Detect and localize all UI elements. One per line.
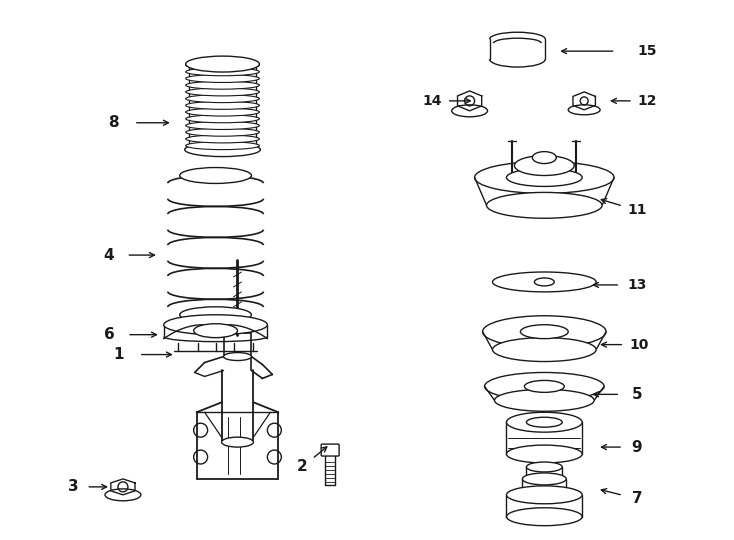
Text: 3: 3 xyxy=(68,480,79,495)
Ellipse shape xyxy=(475,161,614,193)
Text: 14: 14 xyxy=(422,94,442,108)
Ellipse shape xyxy=(186,75,259,83)
Ellipse shape xyxy=(506,486,582,504)
Text: 15: 15 xyxy=(637,44,657,58)
Ellipse shape xyxy=(532,152,556,164)
Ellipse shape xyxy=(520,325,568,339)
Text: 10: 10 xyxy=(629,338,649,352)
Text: 9: 9 xyxy=(632,440,642,455)
Ellipse shape xyxy=(506,412,582,432)
Ellipse shape xyxy=(493,338,596,361)
Ellipse shape xyxy=(506,508,582,525)
Ellipse shape xyxy=(534,278,554,286)
Ellipse shape xyxy=(506,168,582,186)
Ellipse shape xyxy=(484,373,604,400)
Ellipse shape xyxy=(186,122,259,130)
Ellipse shape xyxy=(493,272,596,292)
Ellipse shape xyxy=(185,143,261,157)
Ellipse shape xyxy=(186,128,259,136)
Ellipse shape xyxy=(186,102,259,109)
Text: 1: 1 xyxy=(114,347,124,362)
Ellipse shape xyxy=(222,437,253,447)
Text: 12: 12 xyxy=(637,94,657,108)
Ellipse shape xyxy=(105,489,141,501)
Text: 5: 5 xyxy=(632,387,642,402)
Text: 7: 7 xyxy=(632,491,642,507)
Ellipse shape xyxy=(482,316,606,348)
Ellipse shape xyxy=(180,307,252,323)
Text: 11: 11 xyxy=(628,203,647,217)
Ellipse shape xyxy=(186,88,259,96)
Ellipse shape xyxy=(568,105,600,115)
Ellipse shape xyxy=(487,192,602,218)
Ellipse shape xyxy=(164,315,267,335)
Text: 4: 4 xyxy=(103,247,115,262)
Ellipse shape xyxy=(186,68,259,76)
Ellipse shape xyxy=(186,81,259,89)
Text: 13: 13 xyxy=(628,278,647,292)
Ellipse shape xyxy=(523,473,566,485)
Ellipse shape xyxy=(186,115,259,123)
Ellipse shape xyxy=(224,353,252,361)
Ellipse shape xyxy=(526,417,562,427)
Ellipse shape xyxy=(186,61,259,69)
FancyBboxPatch shape xyxy=(321,444,339,456)
Text: 8: 8 xyxy=(108,115,118,130)
Ellipse shape xyxy=(180,167,252,184)
Ellipse shape xyxy=(506,445,582,463)
Ellipse shape xyxy=(495,389,594,411)
Text: 6: 6 xyxy=(103,327,115,342)
Ellipse shape xyxy=(194,323,238,338)
Ellipse shape xyxy=(186,141,259,150)
Ellipse shape xyxy=(186,94,259,103)
Ellipse shape xyxy=(515,156,574,176)
Ellipse shape xyxy=(186,135,259,143)
Ellipse shape xyxy=(186,108,259,116)
Ellipse shape xyxy=(451,105,487,117)
Text: 2: 2 xyxy=(297,460,308,475)
Ellipse shape xyxy=(526,462,562,472)
Ellipse shape xyxy=(524,380,564,393)
Ellipse shape xyxy=(186,56,259,72)
